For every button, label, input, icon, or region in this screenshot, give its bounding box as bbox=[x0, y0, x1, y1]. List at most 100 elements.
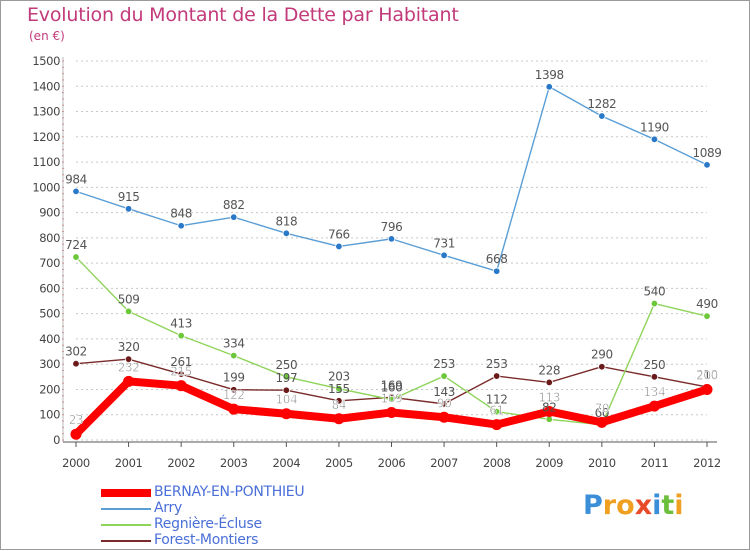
x-tick-label: 2002 bbox=[167, 456, 195, 470]
data-point-2 bbox=[703, 312, 711, 320]
y-tick-label: 1000 bbox=[32, 180, 60, 194]
legend-item-bernay: BERNAY-EN-PONTHIEU bbox=[101, 484, 421, 501]
data-label-2: 112 bbox=[486, 393, 508, 407]
data-label-1: 984 bbox=[65, 172, 87, 186]
proxiti-logo: Proxiti bbox=[583, 490, 684, 521]
data-point-1 bbox=[545, 83, 553, 91]
data-point-0 bbox=[70, 428, 82, 440]
data-point-2 bbox=[387, 395, 396, 404]
data-label-0: 104 bbox=[275, 393, 297, 407]
data-point-2 bbox=[72, 253, 80, 261]
data-point-0 bbox=[491, 419, 503, 431]
y-tick-label: 700 bbox=[39, 256, 60, 270]
data-point-3 bbox=[440, 400, 448, 408]
data-point-3 bbox=[72, 359, 80, 368]
data-label-2: 60 bbox=[595, 406, 609, 420]
data-label-1: 1089 bbox=[693, 146, 722, 160]
data-point-3 bbox=[598, 363, 606, 371]
x-tick-label: 2012 bbox=[693, 456, 721, 470]
data-label-2: 82 bbox=[542, 400, 556, 414]
data-point-1 bbox=[492, 267, 501, 275]
legend-swatch-arry bbox=[101, 508, 151, 510]
legend: BERNAY-EN-PONTHIEU Arry Regnière-Écluse … bbox=[101, 484, 421, 549]
data-label-3: 290 bbox=[591, 348, 613, 362]
x-tick-label: 2009 bbox=[535, 456, 563, 470]
data-label-0: 23 bbox=[69, 413, 83, 427]
x-tick-label: 2010 bbox=[588, 456, 616, 470]
y-tick-label: 0 bbox=[53, 433, 60, 447]
data-point-2 bbox=[230, 351, 238, 360]
data-label-3: 253 bbox=[486, 357, 508, 371]
data-point-1 bbox=[387, 235, 396, 243]
data-point-0 bbox=[701, 383, 713, 395]
legend-item-regniere: Regnière-Écluse bbox=[101, 516, 421, 533]
data-label-3: 143 bbox=[433, 385, 455, 399]
y-tick-label: 100 bbox=[39, 408, 60, 422]
chart-title: Evolution du Montant de la Dette par Hab… bbox=[27, 4, 459, 26]
data-label-1: 848 bbox=[170, 207, 192, 221]
y-tick-label: 200 bbox=[39, 382, 60, 396]
data-label-2: 724 bbox=[65, 238, 87, 252]
data-label-2: 203 bbox=[328, 370, 350, 384]
data-point-1 bbox=[124, 205, 133, 213]
data-label-1: 1398 bbox=[535, 68, 564, 82]
data-label-3: 197 bbox=[275, 371, 297, 385]
y-tick-label: 1200 bbox=[32, 130, 60, 144]
data-label-3: 250 bbox=[644, 358, 666, 372]
data-label-3: 261 bbox=[170, 355, 192, 369]
data-point-0 bbox=[333, 413, 345, 425]
data-label-0: 200 bbox=[696, 368, 718, 382]
data-point-0 bbox=[280, 408, 292, 420]
x-tick-label: 2001 bbox=[115, 456, 143, 470]
data-label-3: 199 bbox=[223, 371, 245, 385]
data-label-3: 320 bbox=[118, 340, 140, 354]
data-point-0 bbox=[648, 400, 660, 412]
data-point-3 bbox=[282, 386, 291, 394]
data-label-3: 210 bbox=[696, 368, 718, 382]
data-point-3 bbox=[335, 397, 343, 405]
logo-letter: i bbox=[674, 490, 684, 521]
data-point-1 bbox=[282, 229, 291, 238]
data-label-2: 160 bbox=[381, 381, 403, 395]
x-tick-label: 2004 bbox=[272, 456, 300, 470]
data-point-1 bbox=[598, 112, 606, 120]
data-label-3: 302 bbox=[65, 345, 87, 359]
data-label-1: 796 bbox=[381, 220, 403, 234]
unit-label: (en €) bbox=[29, 29, 65, 43]
y-tick-label: 500 bbox=[39, 307, 60, 321]
data-point-3 bbox=[230, 386, 238, 394]
data-label-2: 490 bbox=[696, 297, 718, 311]
data-point-2 bbox=[124, 307, 133, 316]
data-label-0: 134 bbox=[644, 385, 666, 399]
data-point-3 bbox=[545, 378, 553, 387]
logo-letter: t bbox=[661, 490, 675, 521]
legend-swatch-regniere bbox=[101, 524, 151, 526]
legend-label-bernay: BERNAY-EN-PONTHIEU bbox=[154, 484, 305, 500]
data-label-1: 1282 bbox=[587, 97, 616, 111]
x-tick-label: 2000 bbox=[62, 456, 90, 470]
data-point-1 bbox=[230, 213, 238, 221]
data-label-2: 413 bbox=[170, 317, 192, 331]
data-point-2 bbox=[545, 415, 553, 423]
legend-label-forest: Forest-Montiers bbox=[154, 532, 259, 548]
data-point-1 bbox=[335, 242, 343, 251]
y-tick-label: 600 bbox=[39, 281, 60, 295]
logo-letter: P bbox=[583, 490, 603, 521]
x-tick-label: 2006 bbox=[378, 456, 406, 470]
data-point-2 bbox=[335, 385, 343, 393]
y-tick-label: 900 bbox=[39, 206, 60, 220]
legend-swatch-bernay bbox=[101, 489, 151, 497]
data-point-1 bbox=[650, 135, 659, 144]
data-label-0: 70 bbox=[595, 401, 609, 415]
y-tick-label: 1500 bbox=[32, 54, 60, 68]
data-point-0 bbox=[175, 380, 187, 392]
data-label-1: 818 bbox=[275, 214, 297, 228]
y-tick-label: 1100 bbox=[32, 155, 60, 169]
data-point-2 bbox=[492, 408, 501, 416]
y-tick-label: 800 bbox=[39, 231, 60, 245]
data-point-0 bbox=[228, 403, 240, 415]
data-label-0: 90 bbox=[437, 396, 451, 410]
data-point-2 bbox=[177, 331, 185, 340]
